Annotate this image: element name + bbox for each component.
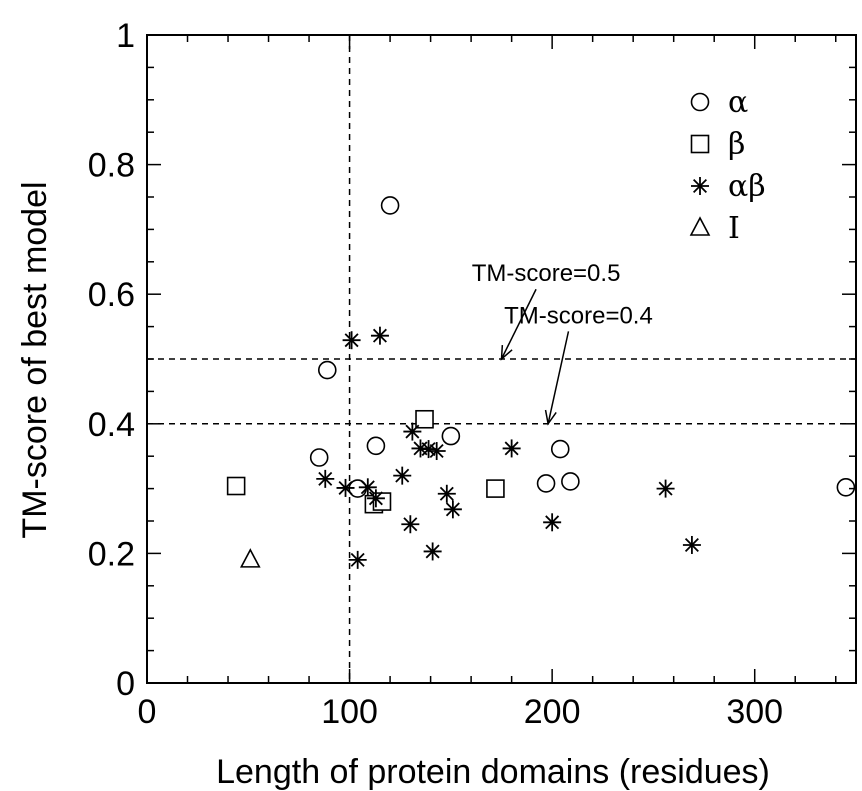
asterisk-stroke <box>684 537 699 552</box>
data-points <box>226 196 856 569</box>
asterisk-stroke <box>658 481 673 496</box>
annotation-label: TM-score=0.4 <box>504 302 653 329</box>
x-tick-label: 300 <box>726 693 783 731</box>
data-point-asterisk <box>437 484 456 503</box>
x-tick-label: 100 <box>321 693 378 731</box>
data-point-triangle <box>239 548 261 568</box>
annotations: TM-score=0.5 TM-score=0.4 <box>472 260 653 426</box>
asterisk-stroke <box>421 442 436 457</box>
data-point-circle <box>366 436 386 456</box>
data-point-asterisk <box>403 422 422 441</box>
annotation-arrow <box>547 331 570 424</box>
data-point-circle <box>836 478 856 497</box>
data-point-asterisk <box>316 469 335 488</box>
asterisk-stroke <box>338 480 353 495</box>
data-point-asterisk <box>427 442 446 461</box>
data-point-circle <box>550 439 570 459</box>
legend-marker-circle <box>690 92 710 112</box>
data-point-asterisk <box>370 326 389 345</box>
data-point-circle <box>536 474 556 493</box>
y-tick-label: 0 <box>116 665 135 703</box>
data-point-asterisk <box>423 542 442 561</box>
data-point-circle <box>317 360 337 380</box>
annotation-arrowhead <box>500 344 513 361</box>
asterisk-stroke <box>368 491 383 506</box>
y-tick-label: 0.4 <box>88 406 135 444</box>
annotation-arrow <box>500 288 537 360</box>
legend-label: α <box>728 85 748 120</box>
y-tick-label: 0.8 <box>88 147 135 185</box>
asterisk-stroke <box>445 502 460 517</box>
legend-marker-asterisk <box>691 177 709 195</box>
data-point-square <box>486 479 505 498</box>
legend: αβ αβ I <box>689 85 766 246</box>
legend-label: I <box>728 211 740 246</box>
data-point-asterisk <box>336 478 355 497</box>
x-tick-label: 200 <box>524 693 581 731</box>
data-point-asterisk <box>682 535 701 554</box>
data-point-circle <box>380 196 400 215</box>
asterisk-stroke <box>344 333 359 348</box>
data-point-square <box>415 409 434 429</box>
y-tick-label: 0.2 <box>88 535 135 573</box>
legend-marker-square <box>690 134 710 154</box>
data-point-asterisk <box>358 478 377 497</box>
data-point-asterisk <box>401 515 420 534</box>
data-point-asterisk <box>348 550 367 569</box>
x-tick-label: 0 <box>138 693 157 731</box>
asterisk-stroke <box>395 468 410 483</box>
asterisk-stroke <box>545 515 560 530</box>
data-point-asterisk <box>366 489 385 508</box>
legend-label: β <box>728 127 745 162</box>
y-tick-label: 0.6 <box>88 276 135 314</box>
asterisk-stroke <box>403 517 418 532</box>
asterisk-stroke <box>504 441 519 456</box>
asterisk-stroke <box>425 544 440 559</box>
data-point-circle <box>309 448 329 467</box>
data-point-asterisk <box>502 439 521 458</box>
asterisk-stroke <box>405 424 420 439</box>
axis-ticks: 0 100 200 300 0 0.2 0.4 0.6 0.8 1 <box>88 17 856 731</box>
asterisk-stroke <box>439 486 454 501</box>
asterisk-stroke <box>692 178 708 194</box>
x-axis-label: Length of protein domains (residues) <box>216 753 770 791</box>
asterisk-stroke <box>350 552 365 567</box>
data-point-circle <box>561 472 580 491</box>
annotation-arrowhead <box>544 409 557 426</box>
y-tick-label: 1 <box>116 17 135 55</box>
asterisk-stroke <box>318 471 333 486</box>
asterisk-stroke <box>360 480 375 495</box>
legend-marker-triangle <box>689 216 711 236</box>
data-point-asterisk <box>342 331 361 350</box>
data-point-asterisk <box>543 513 562 532</box>
data-point-asterisk <box>656 479 675 498</box>
data-point-asterisk <box>443 500 462 519</box>
data-point-square <box>226 476 246 496</box>
y-axis-label: TM-score of best model <box>16 181 54 538</box>
asterisk-stroke <box>429 444 444 459</box>
legend-label: αβ <box>728 169 766 204</box>
annotation-label: TM-score=0.5 <box>472 260 621 287</box>
asterisk-stroke <box>372 328 387 343</box>
data-point-circle <box>441 426 461 446</box>
data-point-asterisk <box>393 466 412 485</box>
